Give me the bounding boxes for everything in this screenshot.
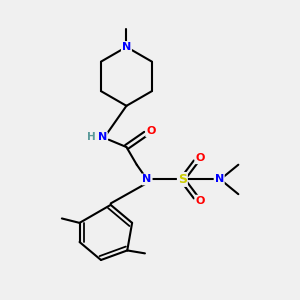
Text: H: H xyxy=(87,132,95,142)
Text: O: O xyxy=(146,126,156,136)
Text: N: N xyxy=(98,132,107,142)
Text: O: O xyxy=(195,196,205,206)
Text: N: N xyxy=(214,174,224,184)
Text: N: N xyxy=(122,42,131,52)
Text: N: N xyxy=(142,174,152,184)
Text: O: O xyxy=(195,153,205,163)
Text: S: S xyxy=(178,173,187,186)
